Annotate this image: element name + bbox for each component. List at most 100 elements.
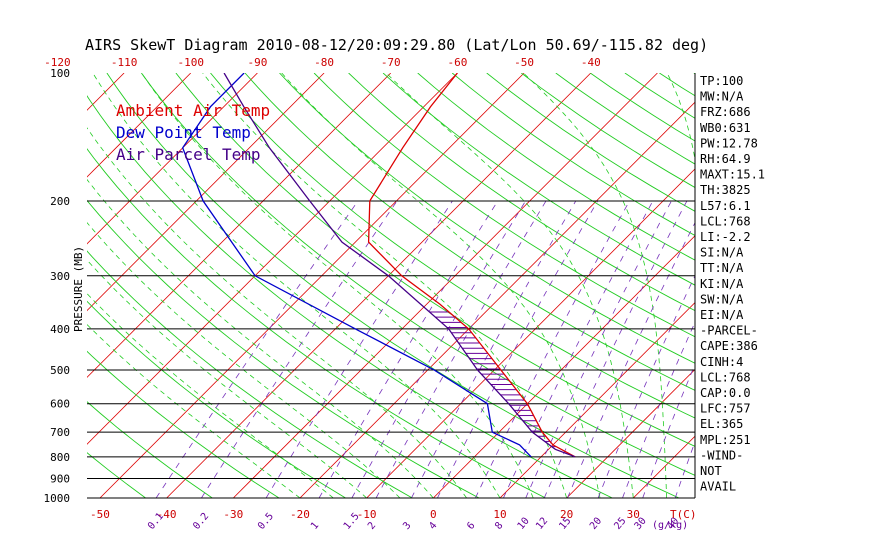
mixing-ratio-lines [155,200,695,498]
mixing-ratio-line [265,200,453,498]
bottom-temperature-tick-label: 30 [627,508,640,521]
moist-adiabat-line [666,73,695,162]
stats-line: CINH:4 [700,355,743,369]
stats-line: -PARCEL- [700,324,758,338]
pressure-tick-label: 100 [50,67,70,80]
mixing-ratio-tick-labels: 0.1 0.2 0.5 1 1.5 2 3 4 6 8 10 12 15 20 25 30 40 [146,511,681,532]
mixing-ratio-line [437,200,599,498]
isotherm-line [366,168,695,498]
mixing-ratio-line [674,440,695,498]
bottom-temperature-tick-label: -40 [157,508,177,521]
dry-adiabat-line [279,73,695,364]
stats-line: LI:-2.2 [700,230,751,244]
isotherm-line [499,302,695,498]
mixing-ratio-tick-label: 2 [366,520,378,532]
mixing-ratio-line [525,200,672,498]
isotherm-line [299,101,695,498]
mixing-ratio-tick-label: 10 [516,516,532,532]
top-temperature-tick-label: -110 [111,56,138,69]
dry-adiabat-line [244,73,695,391]
dry-adiabat-line [832,73,870,498]
dew-point-temp-line [181,73,532,458]
stats-line: TH:3825 [700,183,751,197]
air-parcel-temp-line [223,73,576,458]
mixing-ratio-line [503,200,654,498]
top-temperature-tick-label: -60 [447,56,467,69]
isotherm-line [566,368,695,498]
moist-adiabat-line [523,73,667,498]
stats-line: CAPE:386 [700,339,758,353]
mixing-ratio-tick-label: 0.5 [256,511,276,532]
stats-line: TP:100 [700,74,743,88]
pressure-tick-label: 200 [50,195,70,208]
mixing-ratio-tick-label: 0.2 [191,511,211,532]
stats-line: AVAIL [700,480,736,494]
top-temperature-tick-label: -80 [314,56,334,69]
bottom-temperature-tick-label: -50 [90,508,110,521]
stats-line: KI:N/A [700,277,744,291]
isotherm-line [87,73,458,445]
isotherm-line [767,73,870,498]
dry-adiabat-line [87,95,613,498]
stats-line: CAP:0.0 [700,386,751,400]
top-temperature-tick-label: -90 [247,56,267,69]
dry-adiabat-line [87,199,480,498]
pressure-tick-label: 900 [50,473,70,486]
cape-hatched-area [429,311,557,448]
mixing-ratio-tick-label: 4 [427,520,439,532]
dry-adiabat-line [87,148,546,498]
dry-adiabat-line [486,73,695,212]
top-temperature-tick-labels: -120 -110 -100 -90 -80 -70 -60 -50 -40 [44,56,601,69]
chart-title: AIRS SkewT Diagram 2010-08-12/20:09:29.8… [85,36,708,54]
ambient-air-temp-line [367,73,576,458]
pressure-tick-label: 700 [50,426,70,439]
pressure-tick-label: 800 [50,451,70,464]
bottom-temperature-tick-label: -20 [290,508,310,521]
mixing-ratio-line [411,200,577,498]
moist-adiabat-line [385,73,634,498]
moist-adiabat-line [281,73,601,498]
temperature-unit-label: T(C) [670,508,697,521]
pressure-tick-label: 400 [50,323,70,336]
moist-adiabat-lines [87,73,695,498]
mixing-ratio-line [567,221,695,498]
isotherm-line [833,73,870,498]
dry-adiabat-line [763,73,870,498]
dry-adiabat-line [106,73,680,498]
bottom-temperature-tick-label: 0 [430,508,437,521]
dry-adiabat-line [798,73,870,498]
stats-line: RH:64.9 [700,152,751,166]
mixing-ratio-line [351,200,526,498]
stats-line: PW:12.78 [700,136,758,150]
stats-line: MW:N/A [700,90,744,104]
dry-adiabat-line [87,401,213,498]
mixing-ratio-line [597,274,695,498]
stats-line: FRZ:686 [700,105,751,119]
dry-adiabat-lines [87,73,870,498]
profile-series [181,73,576,458]
dry-adiabat-line [659,73,695,97]
dry-adiabat-line [175,73,695,447]
moist-adiabat-line [87,222,401,498]
mixing-ratio-line [155,200,359,498]
mixing-ratio-tick-label: 3 [401,520,413,532]
isotherm-line [166,73,592,498]
dry-adiabat-line [313,73,695,338]
legend-ambient-air-temp: Ambient Air Temp [116,101,270,120]
stats-line: WB0:631 [700,121,751,135]
moist-adiabat-line [87,259,367,498]
bottom-temperature-tick-label: 20 [560,508,573,521]
dry-adiabat-line [87,300,346,498]
pressure-tick-label: 600 [50,398,70,411]
stats-line: TT:N/A [700,261,744,275]
dry-adiabat-line [87,250,413,498]
isotherm-line [87,73,392,378]
moist-adiabat-line [87,127,467,498]
dry-adiabat-line [382,73,695,286]
dry-adiabat-line [417,73,695,261]
mixing-ratio-tick-label: 12 [534,516,550,532]
legend-air-parcel-temp: Air Parcel Temp [116,145,261,164]
stats-line: L57:6.1 [700,199,751,213]
dry-adiabat-line [521,73,695,189]
